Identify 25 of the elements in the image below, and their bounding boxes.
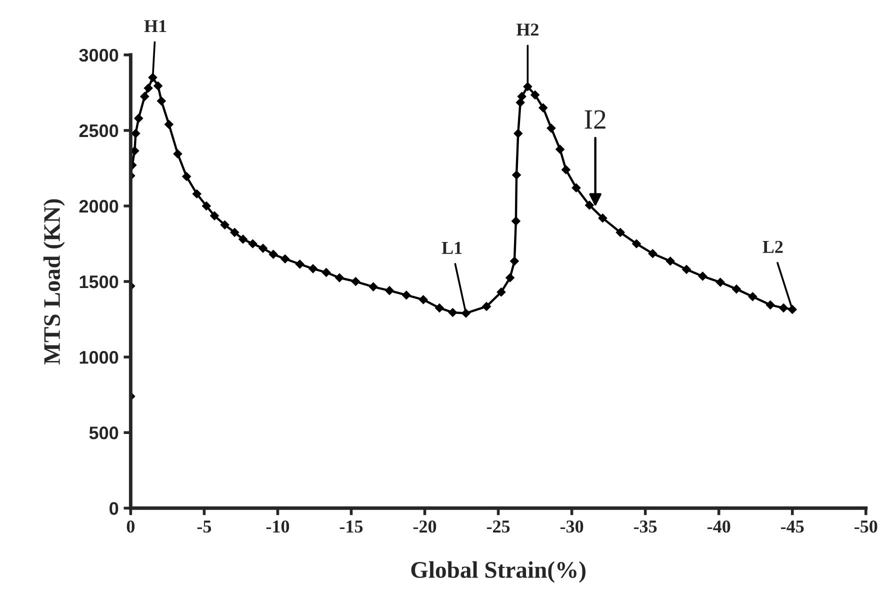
y-tick-label: 1000 [80, 350, 118, 364]
x-tick-label: -50 [854, 520, 878, 533]
y-axis-title: MTS Load (KN) [43, 199, 65, 364]
annotation: H2 [516, 24, 538, 36]
x-axis-title: Global Strain(%) [411, 561, 586, 583]
y-tick-label: 2500 [79, 124, 118, 138]
x-tick-label: -10 [266, 520, 290, 533]
x-tick-label: -40 [707, 520, 730, 533]
x-tick-label: -20 [413, 520, 436, 533]
y-tick-label: 500 [89, 426, 118, 440]
x-tick-label: -35 [634, 520, 657, 533]
annotation: L1 [442, 242, 462, 254]
annotation: L2 [762, 240, 783, 253]
y-tick-label: 0 [110, 502, 118, 515]
x-tick-label: -15 [340, 520, 363, 533]
y-tick-label: 3000 [79, 48, 118, 62]
x-tick-label: -25 [486, 520, 510, 533]
y-tick-label: 2000 [79, 200, 118, 213]
x-tick-label: -30 [560, 520, 584, 533]
x-tick-label: -45 [780, 520, 804, 533]
y-tick-label: 1500 [80, 275, 118, 288]
x-tick-label: 0 [126, 520, 135, 533]
annotation: I2 [584, 110, 606, 129]
x-tick-label: -5 [197, 520, 212, 533]
annotation: H1 [144, 20, 166, 32]
